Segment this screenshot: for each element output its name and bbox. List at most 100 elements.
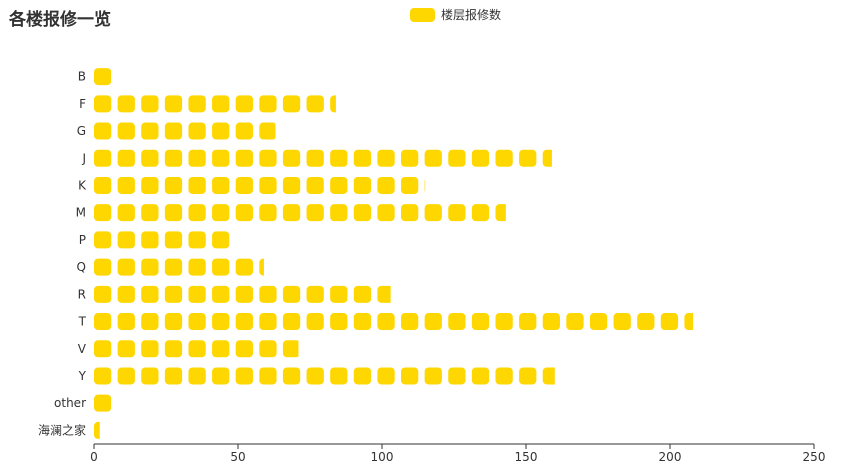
bar-symbol [330, 285, 348, 303]
bar-M[interactable] [94, 204, 513, 222]
bar-symbol [235, 95, 253, 113]
bar-symbol [212, 176, 230, 194]
bar-symbol [306, 285, 324, 303]
bar-symbol [401, 313, 419, 331]
bar-symbol [330, 149, 348, 167]
bar-symbol [212, 95, 230, 113]
bar-symbol [141, 367, 159, 385]
bar-symbol [94, 204, 112, 222]
chart-title: 各楼报修一览 [9, 10, 111, 30]
bar-symbol [259, 149, 277, 167]
bar-symbol [235, 176, 253, 194]
bar-symbol [613, 313, 631, 331]
bar-symbol [424, 178, 426, 193]
bar-symbol [377, 313, 395, 331]
bar-symbol [306, 176, 324, 194]
bar-G[interactable] [94, 122, 277, 140]
y-tick-label: M [76, 206, 86, 220]
bar-symbol [377, 176, 395, 194]
bar-symbol [117, 313, 135, 331]
y-tick-label: R [78, 287, 86, 301]
bar-symbol [306, 313, 324, 331]
bar-symbol [117, 176, 135, 194]
bar-symbol [188, 95, 206, 113]
y-tick-label: T [78, 315, 87, 329]
y-tick-label: P [79, 233, 86, 247]
bar-symbol [259, 285, 277, 303]
bar-symbol [94, 285, 112, 303]
bar-symbol [164, 122, 183, 140]
bar-symbol [448, 149, 466, 167]
bar-symbol [141, 231, 159, 249]
bar-symbol [94, 68, 112, 86]
bar-symbol [188, 176, 206, 194]
bar-symbol [235, 149, 253, 167]
bar-symbol [519, 149, 537, 167]
bar-symbol [141, 122, 159, 140]
bar-symbol [117, 367, 135, 385]
bar-symbol [94, 95, 112, 113]
bar-K[interactable] [94, 176, 442, 194]
bar-P[interactable] [94, 231, 230, 249]
bar-B[interactable] [94, 68, 112, 86]
bar-symbol [212, 258, 230, 276]
bar-symbol [212, 367, 230, 385]
bar-Q[interactable] [94, 258, 277, 276]
bar-symbol [448, 367, 466, 385]
bar-V[interactable] [94, 340, 300, 358]
bar-symbol [188, 258, 206, 276]
bar-T[interactable] [94, 313, 702, 331]
bar-symbol [164, 231, 183, 249]
legend-swatch [410, 7, 435, 22]
bar-symbol [212, 231, 230, 249]
bar-symbol [235, 122, 253, 140]
bar-symbol [188, 149, 206, 167]
legend-item[interactable]: 楼层报修数 [410, 6, 501, 23]
bar-symbol [188, 313, 206, 331]
bar-symbol [164, 204, 183, 222]
bar-symbol [377, 285, 391, 303]
bar-symbol [660, 313, 679, 331]
bar-symbol [401, 149, 419, 167]
bar-symbol [259, 340, 277, 358]
bar-symbol [164, 95, 183, 113]
bar-symbol [141, 149, 159, 167]
bar-symbol [353, 367, 372, 385]
bar-Y[interactable] [94, 367, 560, 385]
bar-symbol [259, 95, 277, 113]
bar-symbol [235, 258, 253, 276]
bar-symbol [377, 367, 395, 385]
x-tick-label: 150 [515, 450, 538, 464]
bar-symbol [117, 149, 135, 167]
bar-symbol [164, 258, 183, 276]
bar-other[interactable] [94, 394, 112, 412]
bar-海澜之家[interactable] [94, 421, 111, 439]
y-tick-label: Q [77, 260, 86, 274]
bar-symbol [566, 313, 584, 331]
x-tick-label: 50 [230, 450, 245, 464]
bar-symbol [330, 367, 348, 385]
bar-symbol [519, 313, 537, 331]
bar-symbol [188, 367, 206, 385]
bar-symbol [424, 367, 442, 385]
bar-symbol [141, 313, 159, 331]
bar-symbol [188, 285, 206, 303]
bar-F[interactable] [94, 95, 347, 113]
bar-symbol [235, 367, 253, 385]
y-tick-label: 海澜之家 [38, 422, 86, 437]
bar-symbol [495, 367, 513, 385]
bar-R[interactable] [94, 285, 395, 303]
bar-symbol [495, 204, 506, 222]
bar-J[interactable] [94, 149, 560, 167]
bar-symbol [212, 340, 230, 358]
bar-symbol [164, 285, 183, 303]
x-tick-label: 0 [90, 450, 98, 464]
bar-symbol [471, 313, 490, 331]
x-tick-label: 200 [659, 450, 682, 464]
bar-symbol [353, 176, 372, 194]
bar-symbol [94, 258, 112, 276]
bar-symbol [141, 285, 159, 303]
bar-symbol [117, 95, 135, 113]
